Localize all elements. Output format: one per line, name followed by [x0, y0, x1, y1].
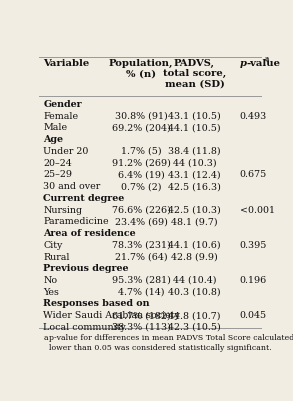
Text: 48.1 (9.7): 48.1 (9.7): [171, 217, 218, 226]
Text: Rural: Rural: [43, 253, 70, 261]
Text: 91.2% (269): 91.2% (269): [112, 159, 171, 168]
Text: 42.3 (10.5): 42.3 (10.5): [168, 323, 221, 332]
Text: 44 (10.4): 44 (10.4): [173, 276, 216, 285]
Text: 44.1 (10.6): 44.1 (10.6): [168, 241, 221, 250]
Text: Local community: Local community: [43, 323, 126, 332]
Text: 20–24: 20–24: [43, 159, 72, 168]
Text: Gender: Gender: [43, 100, 82, 109]
Text: 69.2% (204): 69.2% (204): [112, 124, 171, 132]
Text: 76.6% (226): 76.6% (226): [112, 206, 171, 215]
Text: 21.7% (64): 21.7% (64): [115, 253, 167, 261]
Text: 43.1 (10.5): 43.1 (10.5): [168, 112, 221, 121]
Text: 6.4% (19): 6.4% (19): [118, 170, 164, 179]
Text: 25–29: 25–29: [43, 170, 72, 179]
Text: Male: Male: [43, 124, 68, 132]
Text: 30.8% (91): 30.8% (91): [115, 112, 168, 121]
Text: 30 and over: 30 and over: [43, 182, 101, 191]
Text: Area of residence: Area of residence: [43, 229, 136, 238]
Text: Nursing: Nursing: [43, 206, 83, 215]
Text: 0.045: 0.045: [240, 311, 267, 320]
Text: 4.7% (14): 4.7% (14): [118, 288, 164, 297]
Text: 0.7% (2): 0.7% (2): [121, 182, 161, 191]
Text: 40.3 (10.8): 40.3 (10.8): [168, 288, 221, 297]
Text: Current degree: Current degree: [43, 194, 125, 203]
Text: 0.675: 0.675: [240, 170, 267, 179]
Text: City: City: [43, 241, 63, 250]
Text: Responses based on: Responses based on: [43, 300, 150, 308]
Text: p: p: [240, 59, 247, 68]
Text: 95.3% (281): 95.3% (281): [112, 276, 171, 285]
Text: Under 20: Under 20: [43, 147, 89, 156]
Text: -value: -value: [246, 59, 280, 68]
Text: 38.4 (11.8): 38.4 (11.8): [168, 147, 221, 156]
Text: 44 (10.3): 44 (10.3): [173, 159, 216, 168]
Text: 44.1 (10.5): 44.1 (10.5): [168, 124, 221, 132]
Text: 42.5 (16.3): 42.5 (16.3): [168, 182, 221, 191]
Text: Female: Female: [43, 112, 79, 121]
Text: p-value for differences in mean PADVS Total Score calculated using ANOVA. A p-va: p-value for differences in mean PADVS To…: [49, 334, 293, 352]
Text: Paramedicine: Paramedicine: [43, 217, 109, 226]
Text: a: a: [264, 55, 269, 63]
Text: 61.7% (182): 61.7% (182): [112, 311, 171, 320]
Text: Variable: Variable: [43, 59, 90, 68]
Text: 78.3% (231): 78.3% (231): [112, 241, 171, 250]
Text: 0.395: 0.395: [240, 241, 267, 250]
Text: 44.8 (10.7): 44.8 (10.7): [168, 311, 221, 320]
Text: No: No: [43, 276, 57, 285]
Text: 0.196: 0.196: [240, 276, 267, 285]
Text: Population,
% (n): Population, % (n): [109, 59, 173, 78]
Text: 38.3% (113): 38.3% (113): [112, 323, 171, 332]
Text: a: a: [43, 334, 48, 342]
Text: Age: Age: [43, 135, 64, 144]
Text: 43.1 (12.4): 43.1 (12.4): [168, 170, 221, 179]
Text: Yes: Yes: [43, 288, 59, 297]
Text: Wider Saudi Arabian society: Wider Saudi Arabian society: [43, 311, 180, 320]
Text: 42.5 (10.3): 42.5 (10.3): [168, 206, 221, 215]
Text: Previous degree: Previous degree: [43, 264, 129, 273]
Text: 1.7% (5): 1.7% (5): [121, 147, 161, 156]
Text: 42.8 (9.9): 42.8 (9.9): [171, 253, 218, 261]
Text: <0.001: <0.001: [240, 206, 275, 215]
Text: 23.4% (69): 23.4% (69): [115, 217, 168, 226]
Text: 0.493: 0.493: [240, 112, 267, 121]
Text: PADVS,
total score,
mean (SD): PADVS, total score, mean (SD): [163, 59, 226, 89]
